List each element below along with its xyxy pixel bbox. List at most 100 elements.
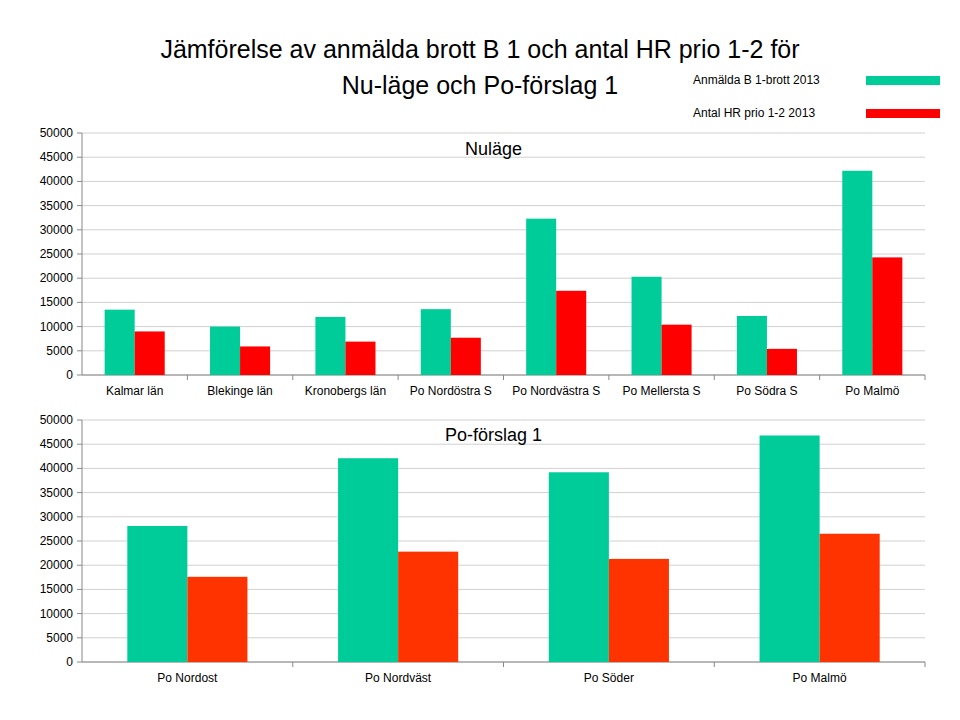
tick-mark bbox=[77, 181, 82, 182]
tick-mark bbox=[77, 662, 82, 663]
tick-mark bbox=[77, 541, 82, 542]
tick-label: 35000 bbox=[40, 199, 74, 213]
grid-line bbox=[82, 254, 925, 255]
tick-mark bbox=[77, 420, 82, 421]
tick-mark bbox=[77, 133, 82, 134]
tick-label: 10000 bbox=[40, 607, 74, 621]
bar bbox=[549, 472, 609, 662]
category-label: Po Malmö bbox=[845, 384, 899, 398]
chart: 0 5000 10000 15000 20000 25000 30000 35000 40000… bbox=[40, 126, 925, 398]
legend-label: Antal HR prio 1-2 2013 bbox=[693, 106, 815, 120]
bar bbox=[135, 331, 165, 375]
tick-mark bbox=[77, 229, 82, 230]
chart: 0500010000150002000025000300003500040000… bbox=[40, 413, 925, 685]
tick-mark bbox=[77, 516, 82, 517]
bar bbox=[842, 171, 872, 375]
tick-mark bbox=[77, 589, 82, 590]
bars bbox=[105, 171, 903, 375]
tick-label: 45000 bbox=[40, 150, 74, 164]
category-tick bbox=[187, 375, 188, 380]
category-label: Po Malmö bbox=[793, 671, 847, 685]
tick-mark bbox=[77, 565, 82, 566]
tick-mark bbox=[77, 278, 82, 279]
tick-mark bbox=[77, 205, 82, 206]
tick-label: 40000 bbox=[40, 174, 74, 188]
tick-label: 40000 bbox=[40, 461, 74, 475]
bar bbox=[556, 291, 586, 375]
bar bbox=[526, 219, 556, 375]
grid-line bbox=[82, 205, 925, 206]
category-label: Kronobergs län bbox=[305, 384, 386, 398]
category-tick bbox=[292, 375, 293, 380]
category-tick bbox=[503, 375, 504, 380]
grid-line bbox=[82, 326, 925, 327]
bar bbox=[240, 346, 270, 375]
bars bbox=[127, 435, 879, 662]
tick-label: 0 bbox=[66, 655, 73, 669]
tick-mark bbox=[77, 375, 82, 376]
category-label: Po Nordöstra S bbox=[410, 384, 492, 398]
grid-line bbox=[82, 420, 925, 421]
category-label: Kalmar län bbox=[106, 384, 163, 398]
category-tick bbox=[503, 662, 504, 667]
bar bbox=[767, 349, 797, 375]
tick-mark bbox=[77, 350, 82, 351]
page: Jämförelse av anmälda brott B 1 och anta… bbox=[0, 0, 960, 720]
bar bbox=[872, 257, 902, 375]
tick-label: 25000 bbox=[40, 247, 74, 261]
y-axis bbox=[82, 420, 83, 662]
tick-label: 20000 bbox=[40, 558, 74, 572]
tick-mark bbox=[77, 157, 82, 158]
chart-title: Po-förslag 1 bbox=[445, 425, 542, 445]
tick-label: 0 bbox=[66, 368, 73, 382]
bar bbox=[820, 534, 880, 662]
category-tick bbox=[925, 375, 926, 380]
tick-label: 30000 bbox=[40, 223, 74, 237]
category-label: Po Mellersta S bbox=[623, 384, 701, 398]
tick-mark bbox=[77, 302, 82, 303]
bar bbox=[127, 526, 187, 662]
category-tick bbox=[608, 375, 609, 380]
category-tick bbox=[925, 662, 926, 667]
tick-mark bbox=[77, 637, 82, 638]
bar bbox=[338, 458, 398, 662]
grid-line bbox=[82, 133, 925, 134]
tick-label: 5000 bbox=[46, 344, 73, 358]
grid-line bbox=[82, 278, 925, 279]
tick-label: 10000 bbox=[40, 320, 74, 334]
bar bbox=[105, 310, 135, 375]
tick-mark bbox=[77, 326, 82, 327]
grid-line bbox=[82, 302, 925, 303]
grid-line bbox=[82, 350, 925, 351]
bar bbox=[210, 327, 240, 375]
chart-title: Nuläge bbox=[465, 139, 522, 159]
category-label: Blekinge län bbox=[207, 384, 272, 398]
bar bbox=[662, 325, 692, 375]
tick-label: 15000 bbox=[40, 582, 74, 596]
bar bbox=[760, 435, 820, 662]
legend-swatch bbox=[866, 109, 940, 118]
tick-label: 50000 bbox=[40, 126, 74, 140]
tick-mark bbox=[77, 613, 82, 614]
category-label: Po Söder bbox=[584, 671, 634, 685]
bar bbox=[315, 317, 345, 375]
main-title: Nu-läge och Po-förslag 1 bbox=[342, 71, 619, 99]
bar bbox=[609, 559, 669, 662]
tick-mark bbox=[77, 444, 82, 445]
category-tick bbox=[398, 375, 399, 380]
grid-line bbox=[82, 181, 925, 182]
bar bbox=[421, 309, 451, 375]
bar bbox=[187, 577, 247, 662]
tick-label: 20000 bbox=[40, 271, 74, 285]
y-axis bbox=[82, 133, 83, 375]
category-label: Po Södra S bbox=[736, 384, 797, 398]
bar bbox=[345, 342, 375, 375]
tick-label: 30000 bbox=[40, 510, 74, 524]
tick-label: 5000 bbox=[46, 631, 73, 645]
category-tick bbox=[292, 662, 293, 667]
tick-label: 35000 bbox=[40, 486, 74, 500]
category-label: Po Nordvästra S bbox=[512, 384, 600, 398]
tick-label: 15000 bbox=[40, 295, 74, 309]
legend-label: Anmälda B 1-brott 2013 bbox=[693, 73, 820, 87]
bar bbox=[632, 277, 662, 375]
